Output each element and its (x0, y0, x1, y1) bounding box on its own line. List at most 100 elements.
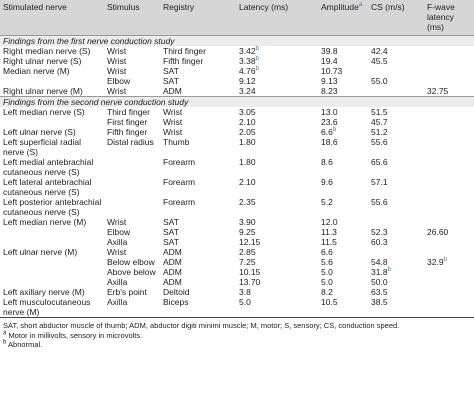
column-header: Amplitudea (318, 0, 368, 36)
cell (368, 217, 424, 227)
cell (424, 237, 474, 247)
cell: 55.6 (371, 197, 388, 207)
section-title: Findings from the second nerve conductio… (0, 96, 474, 107)
cell: Wrist (107, 217, 127, 227)
cell: 12.0 (321, 217, 338, 227)
note-mark: b (387, 267, 391, 274)
cell: Biceps (160, 297, 236, 318)
cell: 2.10 (239, 177, 256, 187)
data-row: Left superficial radial nerve (S) Distal … (0, 137, 474, 157)
column-header: F-wave latency (ms) (424, 0, 474, 36)
data-row: Elbow SAT 9.12 9.13 55.0 (0, 76, 474, 86)
cell (424, 287, 474, 297)
cell: Deltoid (163, 287, 190, 297)
cell-text: 4.76 (239, 66, 256, 76)
cell-text: 3.42 (239, 46, 256, 56)
cell: 55.0 (371, 76, 388, 86)
cell: ADM (163, 267, 182, 277)
cell: 39.8 (321, 46, 338, 56)
cell-text: 6.6 (321, 127, 333, 137)
cell: Right ulnar nerve (M) (3, 86, 83, 96)
cell: ADM (163, 247, 182, 257)
column-header: CS (m/s) (368, 0, 424, 36)
cell: 52.3 (371, 227, 388, 237)
cell: ADM (163, 86, 182, 96)
cell: Wrist (107, 66, 127, 76)
cell: Forearm (163, 177, 196, 187)
cell (0, 267, 104, 277)
footnotes: SAT, short abductor muscle of thumb; ADM… (0, 318, 474, 350)
cell: Left medial antebrachial cutaneous nerve… (3, 157, 94, 177)
cell (424, 66, 474, 76)
cell: Left superficial radial nerve (S) (3, 137, 81, 157)
cell: 45.5 (371, 56, 388, 66)
cell: Elbow (107, 76, 131, 86)
cell: 23.6 (321, 117, 338, 127)
cell: 10.15 (239, 267, 261, 277)
cell: 3.90 (239, 217, 256, 227)
cell: 13.0 (321, 107, 338, 117)
cell: 60.3 (371, 237, 388, 247)
data-row: Right median nerve (S) Wrist Third finger 3… (0, 46, 474, 56)
cell: Wrist (163, 127, 183, 137)
cell: 63.5 (371, 287, 388, 297)
cell (424, 56, 474, 66)
cell: 5.0 (321, 267, 333, 277)
cell: Left musculocutaneous nerve (M) (0, 297, 104, 318)
nerve-table: Stimulated nerve Stimulus Registry Latency … (0, 0, 474, 318)
note-mark: b (255, 56, 259, 63)
cell: First finger (107, 117, 148, 127)
cell: Fifth finger (163, 56, 204, 66)
cell: SAT (163, 217, 179, 227)
column-header: Registry (160, 0, 236, 36)
cell: 18.6 (321, 137, 338, 147)
data-row: Elbow SAT 9.25 11.3 52.3 26.60 (0, 227, 474, 237)
cell: Elbow (107, 227, 131, 237)
cell: ADM (163, 257, 182, 267)
note-mark: b (332, 127, 337, 134)
cell: 2.35 (239, 197, 256, 207)
data-row: Above below ADM 10.15 5.0 31.8b (0, 267, 474, 277)
cell: 1.80 (239, 157, 256, 167)
cell: Left posterior antebrachial cutaneous ne… (3, 197, 102, 217)
column-header: Stimulated nerve (0, 0, 104, 36)
cell: Fifth finger (107, 127, 148, 137)
cell: 3.38b (236, 56, 318, 66)
cell (424, 157, 474, 177)
cell: 1.80 (239, 137, 256, 147)
cell: Left lateral antebrachial cutaneous nerv… (3, 177, 92, 197)
data-row: Left lateral antebrachial cutaneous nerv… (0, 177, 474, 197)
cell-text: 3.38 (239, 56, 256, 66)
cell: Distal radius (107, 137, 154, 147)
cell: 51.2 (371, 127, 388, 137)
cell: 10.73 (321, 66, 343, 76)
cell: Right ulnar nerve (S) (3, 56, 82, 66)
cell: 51.5 (371, 107, 388, 117)
cell: Forearm (163, 157, 196, 167)
cell (424, 277, 474, 287)
cell (424, 217, 474, 227)
cell: 6.6 (321, 247, 333, 257)
cell: SAT (163, 76, 179, 86)
cell: Left median nerve (S) (3, 107, 85, 117)
note-mark: a (358, 2, 363, 9)
cell: 13.70 (239, 277, 261, 287)
section-title: Findings from the first nerve conduction… (0, 35, 474, 46)
cell: Right median nerve (S) (3, 46, 91, 56)
cell: 57.1 (371, 177, 388, 187)
column-header: Latency (ms) (236, 0, 318, 36)
data-row: Left median nerve (S) Third finger Wrist 3.… (0, 107, 474, 117)
cell: Wrist (107, 46, 127, 56)
cell: 3.24 (239, 86, 256, 96)
note-mark: b (255, 46, 259, 53)
cell: 5.2 (321, 197, 333, 207)
cell: Wrist (107, 247, 127, 257)
footnote-text: SAT, short abductor muscle of thumb; ADM… (3, 321, 400, 330)
footnote: SAT, short abductor muscle of thumb; ADM… (3, 321, 471, 331)
cell-text: Amplitude (321, 2, 359, 12)
cell: 9.12 (239, 76, 256, 86)
cell: 31.8b (368, 267, 424, 277)
cell: Third finger (107, 107, 150, 117)
cell (368, 247, 424, 257)
